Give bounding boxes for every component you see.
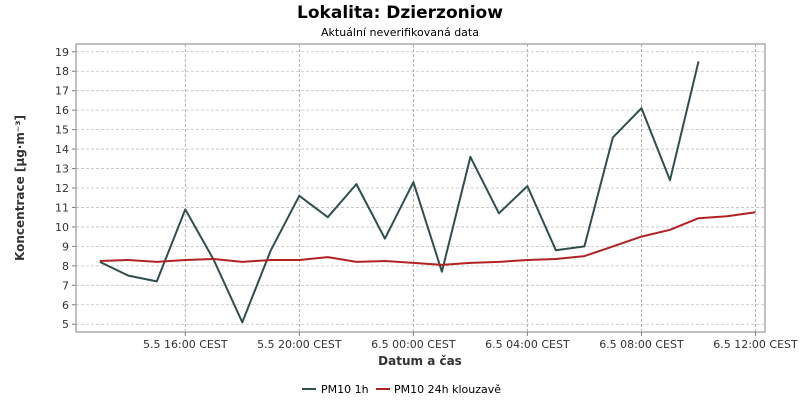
- y-tick-label: 5: [62, 318, 69, 331]
- y-axis-ticks: 5 6 7 8 9 10 11 12 13 14 15 16 17 18 19: [55, 46, 76, 331]
- y-tick-label: 12: [55, 182, 69, 195]
- y-tick-label: 19: [55, 46, 69, 59]
- x-axis-label: Datum a čas: [378, 354, 462, 368]
- y-tick-label: 18: [55, 65, 69, 78]
- chart-subtitle: Aktuální neverifikovaná data: [321, 26, 479, 39]
- x-tick-label: 6.5 00:00 CEST: [371, 338, 456, 351]
- legend-label-pm10-24h: PM10 24h klouzavě: [394, 383, 501, 396]
- x-tick-label: 6.5 12:00 CEST: [713, 338, 798, 351]
- legend: PM10 1h PM10 24h klouzavě: [302, 383, 501, 396]
- y-tick-label: 9: [62, 240, 69, 253]
- x-axis-ticks: 5.5 16:00 CEST 5.5 20:00 CEST 6.5 00:00 CE…: [143, 332, 798, 351]
- y-tick-label: 7: [62, 279, 69, 292]
- y-axis-label: Koncentrace [µg·m⁻³]: [13, 115, 27, 261]
- y-tick-label: 8: [62, 260, 69, 273]
- x-tick-label: 6.5 08:00 CEST: [599, 338, 684, 351]
- series-line-1: [99, 211, 756, 266]
- y-tick-label: 17: [55, 85, 69, 98]
- y-tick-label: 11: [55, 201, 69, 214]
- series-line-0: [99, 61, 700, 324]
- plot-area: [75, 43, 766, 333]
- x-tick-label: 6.5 04:00 CEST: [485, 338, 570, 351]
- chart-title: Lokalita: Dzierzoniow: [297, 3, 503, 23]
- legend-label-pm10-1h: PM10 1h: [321, 383, 369, 396]
- x-tick-label: 5.5 20:00 CEST: [257, 338, 342, 351]
- y-tick-label: 15: [55, 124, 69, 137]
- series-lines: [99, 61, 756, 324]
- y-tick-label: 16: [55, 104, 69, 117]
- y-tick-label: 13: [55, 163, 69, 176]
- grid: [76, 44, 765, 332]
- x-tick-label: 5.5 16:00 CEST: [143, 338, 228, 351]
- y-tick-label: 6: [62, 299, 69, 312]
- y-tick-label: 14: [55, 143, 69, 156]
- y-tick-label: 10: [55, 221, 69, 234]
